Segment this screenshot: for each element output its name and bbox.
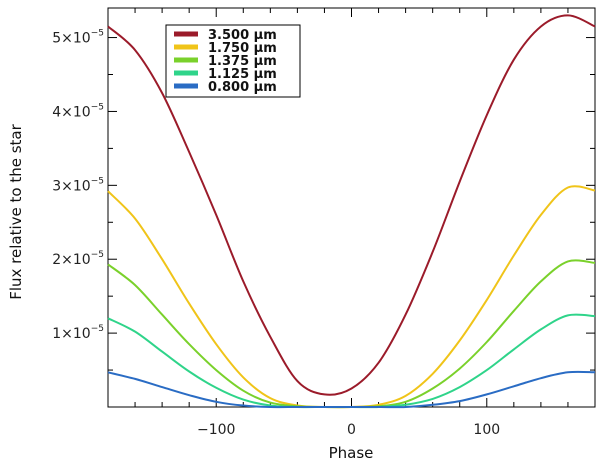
y-axis: 1×10−5 2×10−5 3×10−5 4×10−5 5×10−5 — [52, 29, 595, 371]
x-tick-label: 0 — [347, 422, 356, 438]
legend-label: 0.800 µm — [208, 80, 277, 95]
legend-label: 3.500 µm — [208, 28, 277, 43]
x-axis: −100 0 100 — [134, 8, 569, 438]
x-axis-title: Phase — [329, 444, 374, 462]
y-tick-label: 5×10−5 — [52, 29, 104, 47]
y-tick-label: 3×10−5 — [52, 176, 104, 194]
legend-label: 1.375 µm — [208, 54, 277, 69]
series-lines — [107, 14, 596, 409]
series-line-1 — [107, 185, 596, 409]
series-line-2 — [107, 259, 596, 409]
x-tick-label: −100 — [197, 422, 235, 438]
series-line-4 — [107, 370, 596, 409]
legend-label: 1.750 µm — [208, 41, 277, 56]
y-tick-label: 1×10−5 — [52, 324, 104, 342]
y-axis-title: Flux relative to the star — [7, 123, 25, 299]
legend: 3.500 µm1.750 µm1.375 µm1.125 µm0.800 µm — [165, 24, 301, 98]
legend-label: 1.125 µm — [208, 67, 277, 82]
x-tick-label: 100 — [473, 422, 500, 438]
series-line-0 — [107, 14, 596, 396]
y-tick-label: 2×10−5 — [52, 250, 104, 268]
y-tick-label: 4×10−5 — [52, 102, 104, 120]
